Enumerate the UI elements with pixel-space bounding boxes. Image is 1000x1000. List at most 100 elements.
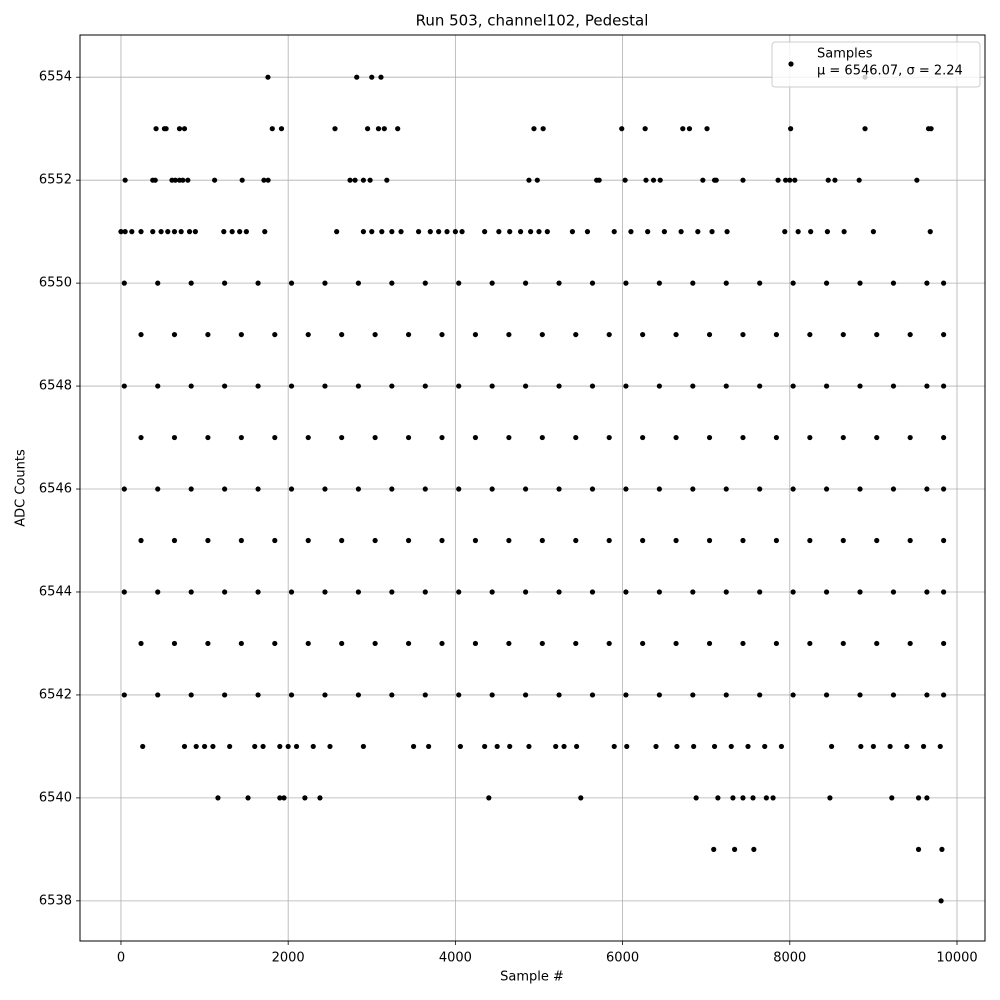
point [924,486,930,492]
point [452,229,458,235]
point [606,331,612,338]
point [456,383,462,389]
point [369,74,375,80]
point [506,640,512,647]
point [807,434,813,441]
point [870,743,876,750]
point [939,846,945,852]
point [205,537,211,544]
point [122,177,128,183]
plot-frame [79,34,986,942]
point [915,795,922,801]
point [589,280,596,286]
point [890,486,897,492]
point [823,692,830,698]
point [556,692,562,698]
point [680,126,686,132]
point [823,589,830,595]
chart-title: Run 503, channel102, Pedestal [416,12,649,30]
point [288,486,295,492]
point [715,795,721,801]
point [573,331,579,338]
point [773,640,780,647]
point [506,331,512,338]
point [201,743,208,750]
point [138,229,144,235]
point [713,177,719,183]
point [874,331,880,338]
point [539,434,545,441]
point [384,177,390,183]
point [405,434,412,441]
point [360,177,367,183]
point [494,743,500,750]
point [265,177,271,183]
point [584,229,591,235]
point [158,229,164,235]
point [656,383,662,389]
point [121,280,127,286]
legend-stats: μ = 6546.07, σ = 2.24 [817,64,963,79]
point [556,486,562,492]
point [544,229,550,235]
point [827,795,833,801]
point [389,486,395,492]
point [506,434,512,441]
point [138,640,144,647]
point [526,743,532,750]
point [352,177,358,183]
point [782,229,788,235]
y-tick-label: 6544 [39,584,72,599]
y-tick-label: 6540 [39,790,72,805]
point [573,434,579,441]
point [556,383,562,389]
point [238,640,244,647]
point [927,229,933,235]
point [523,383,529,389]
point [706,640,713,647]
point [643,177,649,183]
point [589,383,596,389]
point [278,126,285,132]
point [569,229,576,235]
point [215,795,221,801]
point [489,692,495,698]
point [489,486,495,492]
point [623,589,629,595]
point [924,589,930,595]
point [486,795,492,801]
point [305,537,311,544]
point [915,846,922,852]
point [937,743,943,750]
point [188,383,194,389]
point [118,229,124,235]
y-tick-label: 6554 [39,70,72,85]
point [924,692,930,698]
point [523,589,529,595]
point [941,537,947,544]
point [578,795,584,801]
point [262,229,268,235]
point [941,640,947,647]
point [757,692,763,698]
point [237,229,243,235]
point [887,743,893,750]
point [171,331,178,338]
point [288,280,295,286]
point [611,229,617,235]
point [706,537,713,544]
point [724,229,730,235]
point [188,486,194,492]
point [422,692,428,698]
point [121,486,127,492]
point [941,280,947,286]
point [941,434,947,441]
point [332,126,338,132]
point [252,743,258,750]
point [222,692,228,698]
point [674,743,680,750]
point [686,126,693,132]
point [890,692,897,698]
point [874,640,880,647]
